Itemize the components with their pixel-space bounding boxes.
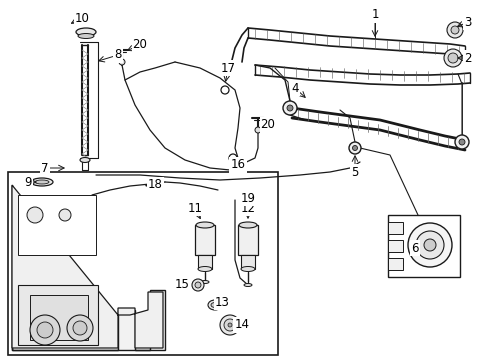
Bar: [198, 255, 212, 269]
Circle shape: [444, 49, 462, 67]
Ellipse shape: [35, 180, 49, 184]
Text: 15: 15: [174, 279, 190, 292]
Circle shape: [192, 279, 204, 291]
Text: 2: 2: [464, 51, 472, 64]
Text: 9: 9: [24, 175, 32, 189]
Ellipse shape: [196, 222, 214, 228]
Circle shape: [448, 53, 458, 63]
Circle shape: [408, 223, 452, 267]
Text: 16: 16: [230, 158, 245, 171]
Text: 8: 8: [114, 49, 122, 62]
Bar: [8, 172, 278, 355]
Ellipse shape: [239, 222, 257, 228]
Circle shape: [447, 22, 463, 38]
Ellipse shape: [78, 33, 94, 39]
Circle shape: [30, 315, 60, 345]
Text: 17: 17: [220, 62, 236, 75]
Bar: [18, 285, 98, 345]
Circle shape: [119, 59, 125, 65]
Bar: [388, 240, 403, 252]
Text: 13: 13: [215, 296, 229, 309]
Bar: [30, 295, 88, 340]
Bar: [238, 225, 258, 255]
Text: 4: 4: [291, 81, 299, 94]
Circle shape: [255, 127, 261, 133]
Circle shape: [451, 26, 459, 34]
Text: 18: 18: [147, 179, 163, 192]
Bar: [195, 225, 215, 255]
Circle shape: [228, 323, 232, 327]
Ellipse shape: [31, 178, 53, 186]
Circle shape: [424, 239, 436, 251]
Bar: [388, 215, 460, 277]
Circle shape: [349, 142, 361, 154]
Text: 12: 12: [241, 202, 255, 215]
Text: 3: 3: [465, 15, 472, 28]
Text: 5: 5: [351, 166, 359, 179]
Circle shape: [59, 209, 71, 221]
Ellipse shape: [198, 266, 212, 271]
Ellipse shape: [241, 266, 255, 271]
Text: 14: 14: [235, 319, 249, 332]
Ellipse shape: [244, 284, 252, 287]
Ellipse shape: [80, 158, 90, 162]
Text: 1: 1: [371, 9, 379, 22]
Circle shape: [459, 139, 465, 145]
Polygon shape: [12, 185, 165, 350]
Circle shape: [195, 282, 201, 288]
Text: 6: 6: [411, 242, 419, 255]
Circle shape: [73, 321, 87, 335]
Ellipse shape: [211, 302, 219, 307]
Circle shape: [352, 145, 358, 150]
Ellipse shape: [201, 280, 209, 284]
Bar: [18, 195, 96, 255]
Circle shape: [229, 154, 237, 162]
Polygon shape: [12, 185, 163, 348]
Bar: [388, 222, 403, 234]
Text: 19: 19: [241, 192, 255, 204]
Circle shape: [27, 207, 43, 223]
Circle shape: [224, 319, 236, 331]
Circle shape: [416, 231, 444, 259]
Text: 20: 20: [261, 118, 275, 131]
Bar: [388, 258, 403, 270]
Circle shape: [287, 105, 293, 111]
Bar: [241, 255, 255, 269]
Circle shape: [67, 315, 93, 341]
Ellipse shape: [208, 300, 222, 310]
Circle shape: [283, 101, 297, 115]
Text: 10: 10: [74, 12, 90, 24]
Text: 20: 20: [133, 39, 147, 51]
Text: 7: 7: [41, 162, 49, 175]
Circle shape: [221, 86, 229, 94]
Circle shape: [37, 322, 53, 338]
Ellipse shape: [76, 28, 96, 36]
Text: 11: 11: [188, 202, 202, 215]
Circle shape: [220, 315, 240, 335]
Circle shape: [455, 135, 469, 149]
